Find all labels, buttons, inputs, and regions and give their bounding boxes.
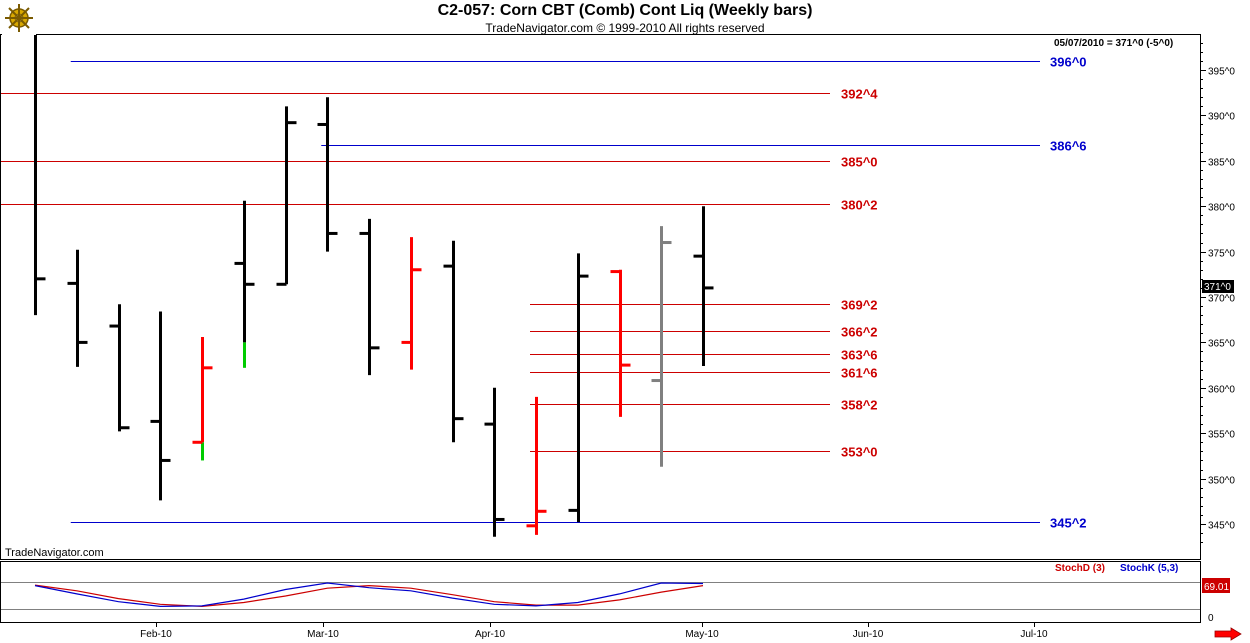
chart-title: C2-057: Corn CBT (Comb) Cont Liq (Weekly…: [437, 2, 813, 19]
date-axis-tick-label: Apr-10: [475, 629, 505, 640]
stochd-label: StochD (3): [1055, 563, 1105, 574]
price-level-label: 369^2: [841, 298, 878, 313]
stochk-line: [34, 582, 704, 608]
stochd-line: [34, 584, 704, 608]
price-axis-tick-label: 350^0: [1208, 476, 1235, 487]
stochastic-zero-label: 0: [1208, 613, 1214, 624]
price-level-label: 392^4: [841, 87, 878, 102]
price-axis-tick-label: 380^0: [1208, 203, 1235, 214]
price-axis-tick-label: 355^0: [1208, 430, 1235, 441]
last-info-label: 05/07/2010 = 371^0 (-5^0): [1054, 38, 1173, 49]
price-axis-tick-label: 360^0: [1208, 385, 1235, 396]
last-price-label: 371^0: [1204, 282, 1231, 293]
price-axis-tick-label: 395^0: [1208, 67, 1235, 78]
price-axis-tick-label: 390^0: [1208, 112, 1235, 123]
price-level-label: 385^0: [841, 155, 878, 170]
date-axis-tick-label: Jul-10: [1020, 629, 1048, 640]
price-axis-tick-label: 345^0: [1208, 521, 1235, 532]
price-panel: [0, 34, 1201, 560]
price-axis: 345^0 350^0 355^0 360^0 365^0 370^0 375^0 380^0…: [1200, 43, 1235, 543]
trade-navigator-logo-icon[interactable]: [2, 1, 36, 35]
watermark: TradeNavigator.com: [5, 547, 104, 559]
date-axis: Feb-10 Mar-10 Apr-10 May-10 Jun-10 Jul-10: [140, 622, 1048, 640]
ohlc-bars: [34, 35, 714, 537]
price-level-label: 363^6: [841, 348, 878, 363]
chart-subtitle: TradeNavigator.com © 1999-2010 All right…: [485, 21, 765, 35]
price-level-label: 358^2: [841, 398, 878, 413]
date-axis-tick-label: Mar-10: [307, 629, 339, 640]
price-axis-tick-label: 370^0: [1208, 294, 1235, 305]
date-axis-tick-label: Jun-10: [853, 629, 884, 640]
price-levels: 396^0 392^4 386^6 385^0 380^2 369^2 366^2 363^6…: [1, 55, 1087, 531]
price-axis-tick-label: 365^0: [1208, 339, 1235, 350]
price-level-label: 396^0: [1050, 55, 1087, 70]
date-axis-tick-label: May-10: [685, 629, 719, 640]
price-axis-tick-label: 385^0: [1208, 158, 1235, 169]
price-level-label: 353^0: [841, 445, 878, 460]
date-axis-tick-label: Feb-10: [140, 629, 172, 640]
price-level-label: 345^2: [1050, 516, 1087, 531]
price-level-label: 386^6: [1050, 139, 1087, 154]
stochastic-lines: [34, 582, 704, 608]
stochastic-value-marker: [1202, 578, 1230, 593]
price-axis-tick-label: 375^0: [1208, 249, 1235, 260]
last-price-marker: [1202, 280, 1234, 293]
scroll-right-arrow-icon[interactable]: [1213, 627, 1243, 641]
price-level-label: 361^6: [841, 366, 878, 381]
price-level-label: 366^2: [841, 325, 878, 340]
stochk-label: StochK (5,3): [1120, 563, 1178, 574]
stochastic-panel: [0, 561, 1201, 623]
price-level-label: 380^2: [841, 198, 878, 213]
stochastic-value: 69.01: [1204, 582, 1229, 593]
